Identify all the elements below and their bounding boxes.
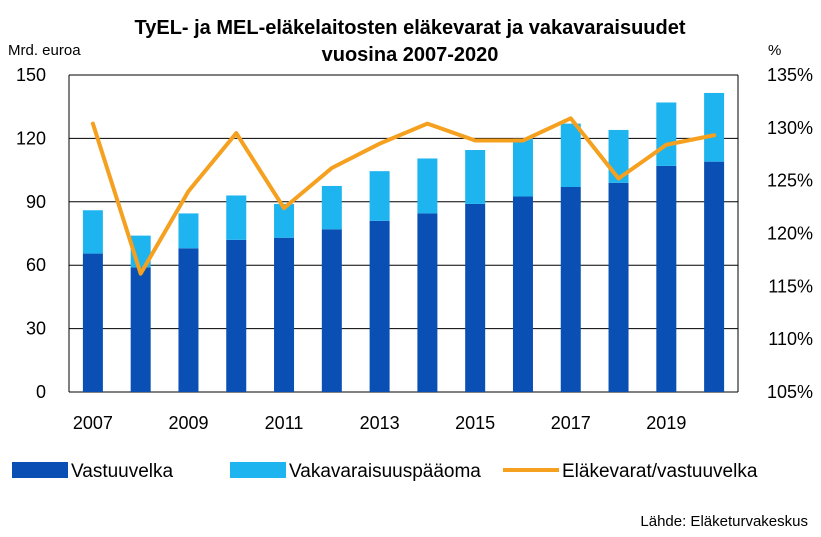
bar-vakavaraisuuspaaoma: [512, 138, 533, 197]
left-tick-label: 0: [36, 382, 46, 402]
gridlines: [69, 74, 738, 393]
bar-vastuuvelka: [82, 253, 103, 392]
bars-group: [82, 92, 725, 392]
bar-vastuuvelka: [130, 267, 151, 392]
bar-vastuuvelka: [226, 239, 247, 392]
bar-vastuuvelka: [369, 220, 390, 392]
left-tick-label: 30: [26, 319, 46, 339]
bar-vakavaraisuuspaaoma: [369, 171, 390, 221]
bar-vastuuvelka: [321, 229, 342, 392]
right-tick-label: 130%: [767, 118, 813, 138]
bar-vakavaraisuuspaaoma: [178, 213, 199, 249]
bar-vakavaraisuuspaaoma: [656, 102, 677, 166]
legend-swatch-vakavaraisuuspaaoma: [230, 462, 286, 478]
bar-vastuuvelka: [560, 187, 581, 392]
bar-vakavaraisuuspaaoma: [465, 150, 486, 204]
left-tick-label: 90: [26, 192, 46, 212]
legend-label-elakevarat: Eläkevarat/vastuuvelka: [562, 461, 758, 482]
bar-vakavaraisuuspaaoma: [560, 123, 581, 188]
axes-group: 0 30 60 90 120 150 105% 110% 115% 120% 125% 130% 135…: [16, 65, 813, 433]
legend: Vastuuvelka Vakavaraisuuspääoma Eläkevarat…: [12, 461, 758, 482]
bar-vakavaraisuuspaaoma: [226, 195, 247, 240]
bar-vastuuvelka: [274, 237, 295, 392]
right-tick-label: 125%: [767, 171, 813, 191]
right-axis-label: %: [768, 42, 781, 59]
x-tick-label: 2011: [265, 413, 304, 433]
left-tick-label: 150: [16, 65, 46, 85]
bar-vastuuvelka: [178, 248, 199, 392]
bar-vakavaraisuuspaaoma: [82, 210, 103, 254]
bar-vakavaraisuuspaaoma: [274, 203, 295, 238]
bar-vastuuvelka: [704, 161, 725, 392]
bar-vakavaraisuuspaaoma: [321, 185, 342, 230]
right-tick-label: 105%: [767, 382, 813, 402]
chart-title-line2: vuosina 2007-2020: [322, 44, 499, 66]
bar-vastuuvelka: [417, 213, 438, 392]
right-tick-label: 135%: [767, 65, 813, 85]
right-tick-label: 110%: [768, 329, 813, 349]
bar-vakavaraisuuspaaoma: [704, 92, 725, 162]
bar-vastuuvelka: [608, 182, 629, 392]
line-elakevarat-vastuuvelka: [90, 116, 717, 276]
left-tick-label: 60: [26, 255, 46, 275]
x-tick-label: 2009: [168, 413, 208, 433]
right-tick-label: 120%: [767, 224, 813, 244]
bar-vastuuvelka: [465, 203, 486, 392]
bar-vastuuvelka: [656, 165, 677, 392]
x-tick-label: 2015: [455, 413, 495, 433]
bar-vakavaraisuuspaaoma: [417, 158, 438, 214]
chart-title-line1: TyEL- ja MEL-eläkelaitosten eläkevarat j…: [135, 17, 686, 39]
legend-label-vakavaraisuuspaaoma: Vakavaraisuuspääoma: [289, 461, 481, 482]
left-axis-label: Mrd. euroa: [8, 42, 81, 59]
x-tick-label: 2019: [646, 413, 686, 433]
right-tick-label: 115%: [768, 276, 813, 296]
line-group: [90, 116, 717, 276]
source-note: Lähde: Eläketurvakeskus: [640, 513, 808, 530]
legend-swatch-vastuuvelka: [12, 462, 68, 478]
left-tick-label: 120: [16, 128, 46, 148]
x-tick-label: 2013: [360, 413, 400, 433]
bar-vastuuvelka: [512, 196, 533, 392]
legend-label-vastuuvelka: Vastuuvelka: [71, 461, 174, 482]
x-tick-label: 2017: [551, 413, 591, 433]
x-tick-label: 2007: [73, 413, 113, 433]
